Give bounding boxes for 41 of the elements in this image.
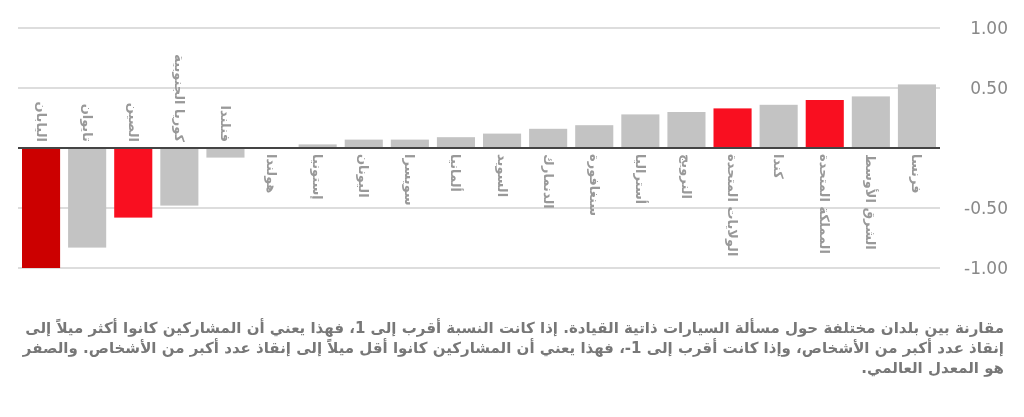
bar (759, 104, 798, 148)
x-tick-label: الدنمارك (540, 154, 556, 209)
x-tick-label: اليونان (356, 154, 372, 198)
bar (621, 114, 660, 148)
bar (22, 148, 61, 268)
x-tick-label: ألمانيا (448, 154, 465, 193)
bar (529, 128, 568, 148)
bar (206, 148, 245, 158)
y-tick-label: 0.50 (970, 78, 1008, 98)
y-tick-label: -0.50 (964, 198, 1008, 218)
bar (851, 96, 890, 148)
x-tick-label: فنلندا (217, 105, 233, 142)
x-tick-label: سنغافورة (586, 154, 602, 217)
x-tick-label: كوريا الجنوبية (171, 54, 187, 143)
x-tick-label: كندا (771, 154, 787, 180)
y-tick-label: 1.00 (970, 18, 1008, 38)
bar (713, 108, 752, 148)
x-tick-label: النرويج (678, 154, 694, 200)
bar (436, 137, 475, 148)
x-tick-label: هولندا (264, 154, 280, 194)
x-tick-label: سويسرا (402, 154, 418, 206)
x-tick-label: إستونيا (310, 154, 326, 200)
bar (897, 84, 936, 148)
x-tick-label: تايوان (79, 103, 95, 142)
bar (114, 148, 153, 218)
x-tick-label: الشرق الأوسط (863, 154, 880, 250)
bar (575, 125, 614, 148)
y-tick-label: -1.00 (964, 258, 1008, 278)
bar (667, 112, 706, 148)
x-tick-label: الولايات المتحدة (725, 154, 741, 257)
x-tick-label: أستراليا (632, 154, 649, 205)
x-tick-label: فرنسا (909, 154, 925, 194)
x-tick-label: الصين (125, 102, 141, 142)
x-tick-label: السويد (494, 154, 510, 198)
bar (160, 148, 199, 206)
bar (483, 133, 522, 148)
x-tick-label: المملكة المتحدة (817, 154, 833, 254)
x-tick-label: اليابان (33, 101, 49, 142)
bar (68, 148, 107, 248)
text: مقارنة بين بلدان مختلفة حول مسألة السيارات ذاتية القيادة. إذا كانت النسبة أقرب إلى 1، فهذا يعني أن المشاركين كانوا أكثر ميلاً إلى إنقاذ عدد أكبر من الأشخاص، وإذا كانت أقرب إلى 1-، فهذا يعني أن المشاركين كانوا أقل ميلاً إلى إنقاذ عدد أكبر من الأشخاص. والصفر هو المعدل العالمي. (21, 318, 1004, 378)
bar (805, 100, 844, 148)
